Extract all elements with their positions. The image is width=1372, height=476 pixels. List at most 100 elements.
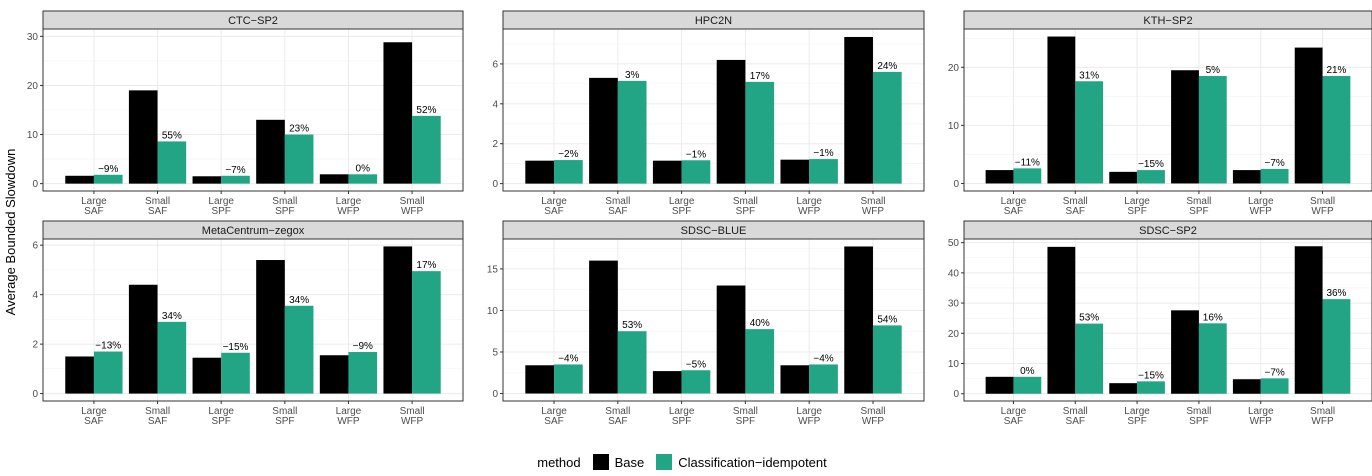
x-tick-label: SAF <box>544 416 563 427</box>
x-tick-label: WFP <box>798 416 821 427</box>
x-tick-label: SPF <box>1189 206 1208 217</box>
data-label: −9% <box>353 341 373 352</box>
x-tick-label: Small <box>733 196 758 207</box>
x-tick-label: SAF <box>544 206 563 217</box>
bar-base <box>525 365 555 394</box>
bar-classification <box>1198 76 1227 184</box>
data-label: 5% <box>1206 65 1221 76</box>
bar-classification <box>745 329 775 394</box>
x-tick-label: WFP <box>1311 206 1334 217</box>
x-tick-label: Small <box>733 406 758 417</box>
panel-title: MetaCentrum−zegox <box>202 225 305 237</box>
x-tick-label: WFP <box>1250 206 1273 217</box>
bar-base <box>1047 246 1076 394</box>
x-tick-label: SAF <box>1004 416 1023 427</box>
x-tick-label: SAF <box>84 416 103 427</box>
x-tick-label: SPF <box>736 206 755 217</box>
y-axis-label: Average Bounded Slowdown <box>3 149 18 316</box>
bar-classification <box>1260 168 1289 184</box>
data-label: 53% <box>622 320 642 331</box>
x-tick-label: SAF <box>1004 206 1023 217</box>
x-tick-label: Large <box>541 406 567 417</box>
bar-base <box>652 160 682 184</box>
y-tick-label: 30 <box>27 32 39 43</box>
data-label: 36% <box>1326 288 1346 299</box>
x-tick-label: SAF <box>1066 416 1085 427</box>
x-tick-label: Small <box>1310 406 1335 417</box>
bar-classification <box>1013 168 1042 184</box>
x-tick-label: Large <box>541 196 567 207</box>
x-tick-label: Large <box>81 406 107 417</box>
x-tick-label: Large <box>1124 406 1150 417</box>
x-tick-label: SPF <box>672 206 691 217</box>
y-tick-label: 4 <box>32 290 38 301</box>
y-tick-label: 0 <box>32 389 38 400</box>
x-tick-label: Large <box>1001 196 1027 207</box>
data-label: 3% <box>625 70 640 81</box>
bar-base <box>1109 171 1138 184</box>
x-tick-label: Large <box>669 196 695 207</box>
x-tick-label: SPF <box>211 206 230 217</box>
y-tick-label: 4 <box>492 99 498 110</box>
bar-base <box>192 176 222 184</box>
bar-classification <box>554 364 583 394</box>
bar-base <box>589 260 618 394</box>
x-tick-label: SPF <box>1127 206 1146 217</box>
data-label: −4% <box>813 353 833 364</box>
x-tick-label: SPF <box>1189 416 1208 427</box>
data-label: −1% <box>686 149 706 160</box>
bar-base <box>1171 70 1199 184</box>
x-tick-label: Small <box>1063 196 1088 207</box>
bar-base <box>383 42 413 184</box>
bar-classification <box>1137 381 1165 394</box>
data-label: −2% <box>558 149 578 160</box>
x-tick-label: Large <box>208 196 234 207</box>
x-tick-label: Large <box>336 196 362 207</box>
data-label: −15% <box>1138 159 1164 170</box>
bar-base <box>589 77 618 184</box>
x-tick-label: Small <box>860 406 885 417</box>
bar-base <box>780 365 810 394</box>
bar-base <box>128 90 158 184</box>
data-label: −5% <box>686 359 706 370</box>
x-tick-label: Small <box>145 196 170 207</box>
x-tick-label: Small <box>605 196 630 207</box>
bar-classification <box>809 364 838 394</box>
x-tick-label: SPF <box>275 416 294 427</box>
panel-sdsc-sp2: SDSC−SP2 0% 53% −15% 16% −7% 36% 0 10 20 30 40 50 Lar… <box>948 220 1372 427</box>
x-tick-label: WFP <box>798 206 821 217</box>
x-tick-label: Large <box>1248 196 1274 207</box>
x-tick-label: Large <box>796 196 822 207</box>
panel-border <box>502 28 925 192</box>
y-tick-label: 2 <box>492 139 498 150</box>
x-tick-label: SPF <box>736 416 755 427</box>
x-tick-label: Small <box>145 406 170 417</box>
x-tick-label: WFP <box>337 416 360 427</box>
legend-label-base: Base <box>614 454 645 470</box>
y-tick-label: 6 <box>492 59 498 70</box>
x-tick-label: SPF <box>275 206 294 217</box>
panel-title: HPC2N <box>695 15 732 27</box>
x-tick-label: Small <box>1310 196 1335 207</box>
x-tick-label: WFP <box>862 206 885 217</box>
x-tick-label: Large <box>1248 406 1274 417</box>
x-tick-label: WFP <box>401 206 424 217</box>
panel-title: CTC−SP2 <box>228 15 278 27</box>
data-label: −7% <box>225 165 245 176</box>
x-tick-label: SPF <box>672 416 691 427</box>
bar-classification <box>1260 378 1289 394</box>
y-tick-label: 0 <box>953 389 959 400</box>
x-tick-label: Large <box>81 196 107 207</box>
y-tick-label: 20 <box>948 63 960 74</box>
x-tick-label: SAF <box>84 206 103 217</box>
data-label: 34% <box>162 311 182 322</box>
legend: method Base Classification−idempotent <box>0 452 1372 472</box>
bar-classification <box>93 174 123 184</box>
bar-classification <box>348 352 378 394</box>
panel-hpc2n: HPC2N−2%3%−1%17%−1%24%0246LargeSAFSmallS… <box>492 10 925 217</box>
bar-base <box>319 174 349 184</box>
bar-classification <box>872 325 902 394</box>
bar-classification <box>93 351 123 394</box>
panel-metacentrum-zegox: MetaCentrum−zegox −13% 34% −15% 34% −9% 17% 0 2 4… <box>32 220 464 427</box>
